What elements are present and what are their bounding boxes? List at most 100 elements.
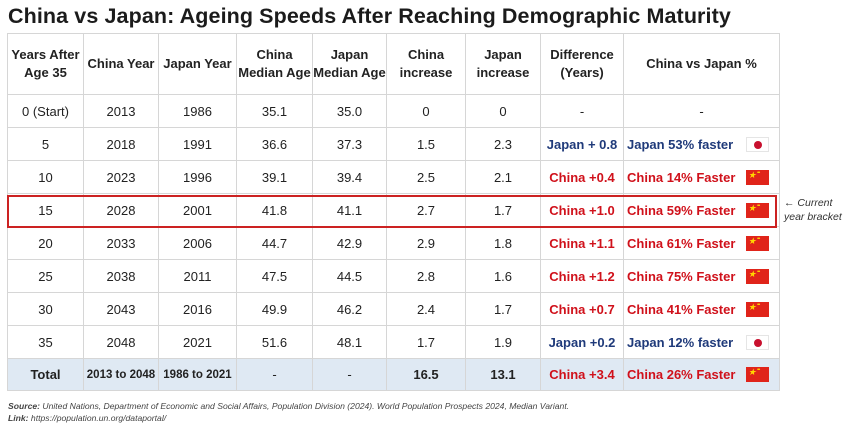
cell-japan-increase: 1.7 [465, 193, 541, 227]
note-line-2: year bracket [784, 211, 842, 223]
cell-china-increase: 2.8 [386, 259, 466, 293]
cell-japan-year: 1996 [158, 160, 237, 194]
cell-japan-increase: 1.9 [465, 325, 541, 359]
cell-china-year: 2038 [83, 259, 159, 293]
cell-japan-year: 2011 [158, 259, 237, 293]
cell-pct: China 41% Faster [623, 292, 780, 326]
cell-japan-year: 2016 [158, 292, 237, 326]
cell-japan-year: 2001 [158, 193, 237, 227]
cell-pct: China 14% Faster [623, 160, 780, 194]
cell-japan-increase: 1.7 [465, 292, 541, 326]
cell-japan-increase: 2.3 [465, 127, 541, 161]
cell-japan-increase: 1.6 [465, 259, 541, 293]
cell-china-increase: 2.9 [386, 226, 466, 260]
pct-text: Japan 12% faster [627, 334, 734, 350]
table-row: 35 2048 2021 51.6 48.1 1.7 1.9 Japan +0.2 Japan … [7, 325, 780, 359]
cell-years: 25 [7, 259, 84, 293]
source-label: Source: [8, 401, 40, 411]
cell-china-increase: 0 [386, 94, 466, 128]
header-china-increase: China increase [386, 33, 466, 95]
page-title: China vs Japan: Ageing Speeds After Reac… [8, 4, 731, 28]
cell-china-age: 41.8 [236, 193, 313, 227]
cell-china-increase: 1.7 [386, 325, 466, 359]
cell-japan-year: 2006 [158, 226, 237, 260]
cell-china-increase: 1.5 [386, 127, 466, 161]
pct-text: China 61% Faster [627, 235, 736, 251]
cell-china-year: 2033 [83, 226, 159, 260]
cell-pct: Japan 53% faster [623, 127, 780, 161]
cell-difference: Japan + 0.8 [540, 127, 624, 161]
total-japan-year: 1986 to 2021 [158, 358, 237, 391]
cell-difference: China +0.7 [540, 292, 624, 326]
source-text: United Nations, Department of Economic a… [42, 401, 570, 411]
cell-japan-year: 1991 [158, 127, 237, 161]
current-year-note: ← Current year bracket [784, 196, 842, 224]
cell-difference: - [540, 94, 624, 128]
source-link[interactable]: https://population.un.org/dataportal/ [30, 412, 167, 423]
comparison-table: Years After Age 35 China Year Japan Year… [7, 33, 780, 391]
cell-years: 30 [7, 292, 84, 326]
cell-japan-year: 1986 [158, 94, 237, 128]
header-difference: Difference (Years) [540, 33, 624, 95]
cell-japan-age: 41.1 [312, 193, 387, 227]
cell-china-age: 47.5 [236, 259, 313, 293]
total-pct-text: China 26% Faster [627, 367, 736, 382]
header-years: Years After Age 35 [7, 33, 84, 95]
table-row: 20 2033 2006 44.7 42.9 2.9 1.8 China +1.1 China … [7, 226, 780, 260]
total-difference: China +3.4 [540, 358, 624, 391]
cell-japan-age: 37.3 [312, 127, 387, 161]
cell-pct: China 61% Faster [623, 226, 780, 260]
total-japan-increase: 13.1 [465, 358, 541, 391]
cell-years: 10 [7, 160, 84, 194]
cell-china-year: 2023 [83, 160, 159, 194]
cell-difference: China +0.4 [540, 160, 624, 194]
header-japan-year: Japan Year [158, 33, 237, 95]
pct-text: China 75% Faster [627, 268, 736, 284]
cell-years: 0 (Start) [7, 94, 84, 128]
total-row: Total 2013 to 2048 1986 to 2021 - - 16.5… [7, 358, 780, 391]
cell-pct: China 75% Faster [623, 259, 780, 293]
cell-china-increase: 2.4 [386, 292, 466, 326]
cell-japan-age: 46.2 [312, 292, 387, 326]
china-flag-icon [746, 301, 769, 317]
cell-japan-age: 39.4 [312, 160, 387, 194]
china-flag-icon [746, 169, 769, 185]
pct-text: China 14% Faster [627, 169, 736, 185]
header-pct: China vs Japan % [623, 33, 780, 95]
source-footer: Source: United Nations, Department of Ec… [8, 401, 569, 424]
cell-japan-age: 35.0 [312, 94, 387, 128]
japan-flag-icon [746, 334, 769, 350]
cell-china-age: 51.6 [236, 325, 313, 359]
cell-china-age: 36.6 [236, 127, 313, 161]
china-flag-icon [746, 235, 769, 251]
header-china-median-age: China Median Age [236, 33, 313, 95]
header-japan-increase: Japan increase [465, 33, 541, 95]
cell-china-increase: 2.5 [386, 160, 466, 194]
cell-japan-age: 44.5 [312, 259, 387, 293]
pct-text: China 41% Faster [627, 301, 736, 317]
cell-china-year: 2013 [83, 94, 159, 128]
cell-china-age: 39.1 [236, 160, 313, 194]
table-row: 25 2038 2011 47.5 44.5 2.8 1.6 China +1.2 China … [7, 259, 780, 293]
cell-china-year: 2043 [83, 292, 159, 326]
header-japan-median-age: Japan Median Age [312, 33, 387, 95]
table-row: 15 2028 2001 41.8 41.1 2.7 1.7 China +1.0 China … [7, 193, 780, 227]
cell-japan-increase: 0 [465, 94, 541, 128]
total-china-age: - [236, 358, 313, 391]
cell-japan-year: 2021 [158, 325, 237, 359]
cell-years: 5 [7, 127, 84, 161]
table-row: 30 2043 2016 49.9 46.2 2.4 1.7 China +0.7 China … [7, 292, 780, 326]
note-line-1: ← Current [784, 197, 833, 209]
cell-pct: China 59% Faster [623, 193, 780, 227]
china-flag-icon [746, 202, 769, 218]
cell-china-age: 35.1 [236, 94, 313, 128]
table-row: 0 (Start) 2013 1986 35.1 35.0 0 0- - [7, 94, 780, 128]
total-japan-age: - [312, 358, 387, 391]
cell-japan-age: 48.1 [312, 325, 387, 359]
link-label: Link: [8, 412, 29, 423]
china-flag-icon [746, 366, 769, 382]
cell-china-increase: 2.7 [386, 193, 466, 227]
china-flag-icon [746, 268, 769, 284]
pct-text: Japan 53% faster [627, 136, 734, 152]
table-row: 5 2018 1991 36.6 37.3 1.5 2.3 Japan + 0.8 Japan … [7, 127, 780, 161]
